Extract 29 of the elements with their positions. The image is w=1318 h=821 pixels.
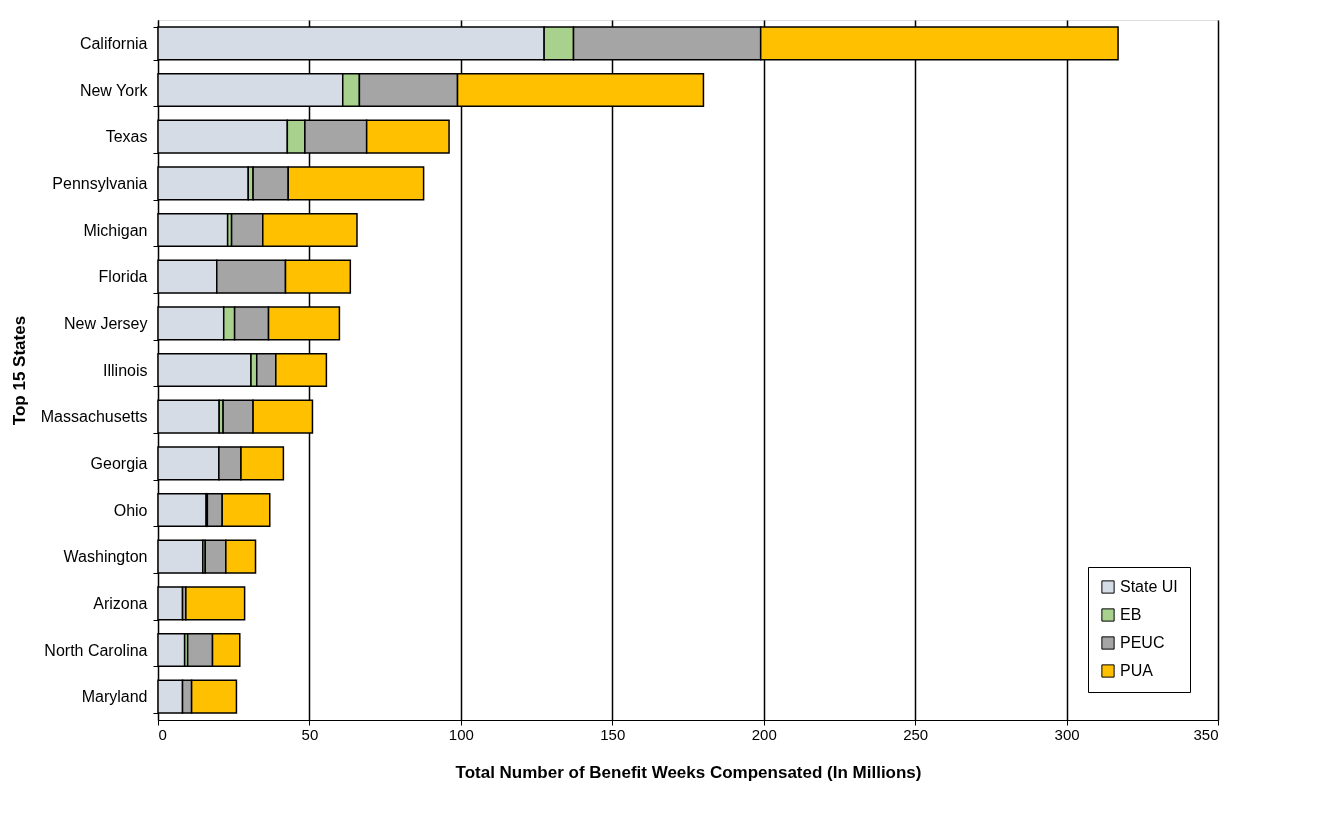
x-tick-label: 300 bbox=[1054, 725, 1080, 743]
y-tick-label: Maryland bbox=[81, 688, 148, 706]
y-tick-label: Illinois bbox=[103, 361, 148, 379]
y-tick-label: New Jersey bbox=[63, 314, 148, 332]
y-tick-label: North Carolina bbox=[44, 641, 148, 659]
y-tick-label: Texas bbox=[105, 128, 148, 146]
y-tick-label: Michigan bbox=[83, 221, 148, 239]
x-tick-label: 100 bbox=[448, 725, 474, 743]
y-tick-label: Washington bbox=[63, 548, 148, 566]
x-tick-label: 0 bbox=[158, 725, 167, 743]
y-tick-label: Florida bbox=[98, 268, 148, 286]
y-tick-label: Pennsylvania bbox=[52, 174, 148, 192]
x-tick-label: 150 bbox=[600, 725, 626, 743]
legend-label: PEUC bbox=[1120, 634, 1165, 651]
y-tick-label: New York bbox=[79, 81, 149, 99]
legend-label: State UI bbox=[1120, 578, 1178, 595]
legend-label: PUA bbox=[1120, 662, 1154, 679]
y-tick-label: Ohio bbox=[113, 501, 148, 519]
x-tick-label: 200 bbox=[751, 725, 777, 743]
x-tick-label: 250 bbox=[903, 725, 929, 743]
x-tick-label: 350 bbox=[1193, 725, 1219, 743]
y-tick-label: Georgia bbox=[90, 454, 148, 472]
legend-label: EB bbox=[1120, 606, 1142, 623]
y-tick-label: California bbox=[79, 34, 148, 52]
x-tick-label: 50 bbox=[301, 725, 319, 743]
y-tick-label: Arizona bbox=[93, 594, 148, 612]
x-axis-title: Total Number of Benefit Weeks Compensated (In Millions) bbox=[455, 762, 922, 782]
y-axis-title: Top 15 States bbox=[9, 315, 29, 426]
y-tick-label: Massachusetts bbox=[40, 408, 148, 426]
